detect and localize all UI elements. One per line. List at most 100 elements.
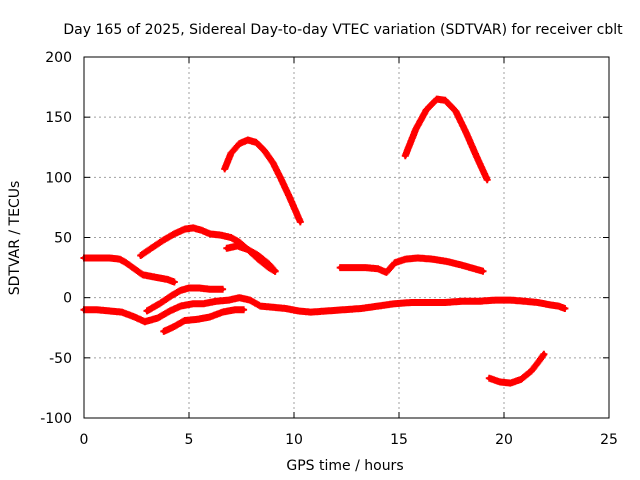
data-point <box>443 98 448 103</box>
data-point <box>392 260 397 265</box>
data-point <box>220 287 225 292</box>
data-point <box>363 265 368 270</box>
data-point <box>123 260 129 265</box>
data-point <box>199 228 204 233</box>
data-point <box>245 137 250 143</box>
data-point <box>529 368 534 374</box>
data-point <box>296 308 301 314</box>
x-tick-label: 20 <box>495 432 513 448</box>
data-point <box>222 166 227 172</box>
data-point <box>298 219 303 225</box>
data-point <box>165 277 171 282</box>
series-s1 <box>221 136 304 226</box>
data-point <box>228 235 234 240</box>
series-s4 <box>137 224 279 275</box>
chart-title: Day 165 of 2025, Sidereal Day-to-day VTE… <box>63 22 623 38</box>
x-tick-label: 5 <box>185 432 194 448</box>
data-point <box>375 266 381 271</box>
y-tick-label: 150 <box>45 110 72 126</box>
x-tick-label: 15 <box>390 432 408 448</box>
data-point <box>161 329 166 334</box>
data-point <box>157 301 162 306</box>
data-point <box>413 127 418 132</box>
data-point <box>172 324 177 329</box>
series-s2 <box>401 95 491 184</box>
data-point <box>132 314 137 320</box>
data-point <box>375 303 381 309</box>
series-s6 <box>80 294 569 326</box>
data-point <box>270 305 276 310</box>
data-point <box>228 151 234 156</box>
data-point <box>283 306 288 311</box>
data-point <box>235 243 240 249</box>
data-point <box>140 272 145 278</box>
axis-ticks: 0 5 10 15 20 25 -100 -50 0 50 100 150 200 <box>40 50 618 448</box>
data-point <box>258 303 263 309</box>
data-point <box>308 309 313 315</box>
data-point <box>254 140 259 145</box>
data-point <box>220 309 225 315</box>
x-tick-label: 0 <box>80 432 89 448</box>
data-point <box>430 256 435 262</box>
data-point <box>415 255 421 261</box>
data-point <box>472 266 477 271</box>
data-point <box>485 177 490 182</box>
y-tick-label: 100 <box>45 170 72 186</box>
data-point <box>325 308 330 314</box>
data-point <box>487 376 492 381</box>
data-point <box>537 358 542 363</box>
data-point <box>453 108 458 114</box>
data-point <box>172 279 177 285</box>
data-point <box>262 148 267 154</box>
data-point <box>535 300 540 305</box>
data-point <box>186 285 192 291</box>
data-point <box>117 256 122 262</box>
x-tick-label: 25 <box>600 432 618 448</box>
data-series-layer <box>80 95 569 387</box>
data-point <box>459 299 465 304</box>
data-point <box>214 299 219 304</box>
data-point <box>241 307 246 312</box>
data-point <box>272 268 278 274</box>
series-s7 <box>143 284 227 315</box>
data-point <box>474 154 479 160</box>
data-point <box>445 259 450 264</box>
x-axis-label: GPS time / hours <box>286 458 403 474</box>
y-axis-label: SDTVAR / TECUs <box>7 181 23 296</box>
data-point <box>350 265 355 270</box>
data-point <box>195 317 200 322</box>
data-point <box>132 266 137 271</box>
series-s9 <box>336 254 487 276</box>
y-tick-label: 50 <box>54 231 72 247</box>
series-s8 <box>160 306 248 335</box>
data-point <box>142 319 148 324</box>
data-point <box>153 275 158 280</box>
data-point <box>424 107 429 113</box>
data-point <box>270 160 276 166</box>
data-point <box>426 300 431 305</box>
data-point <box>201 301 206 306</box>
data-point <box>167 308 173 314</box>
data-point <box>409 300 414 305</box>
data-point <box>182 226 187 232</box>
data-point <box>107 255 112 261</box>
data-point <box>287 195 292 200</box>
data-point <box>384 270 389 275</box>
data-point <box>191 301 196 306</box>
data-point <box>144 308 150 314</box>
data-point <box>226 297 232 303</box>
series-markers <box>401 95 491 184</box>
data-point <box>178 288 183 293</box>
data-point <box>245 247 250 252</box>
data-point <box>476 299 481 304</box>
data-point <box>541 352 547 357</box>
y-tick-label: -50 <box>49 351 72 367</box>
data-point <box>207 287 213 292</box>
data-point <box>497 379 502 385</box>
data-point <box>178 303 183 309</box>
data-point <box>218 232 223 238</box>
data-point <box>518 377 523 382</box>
data-point <box>266 261 271 267</box>
data-point <box>493 297 498 303</box>
y-tick-label: 0 <box>63 291 72 307</box>
